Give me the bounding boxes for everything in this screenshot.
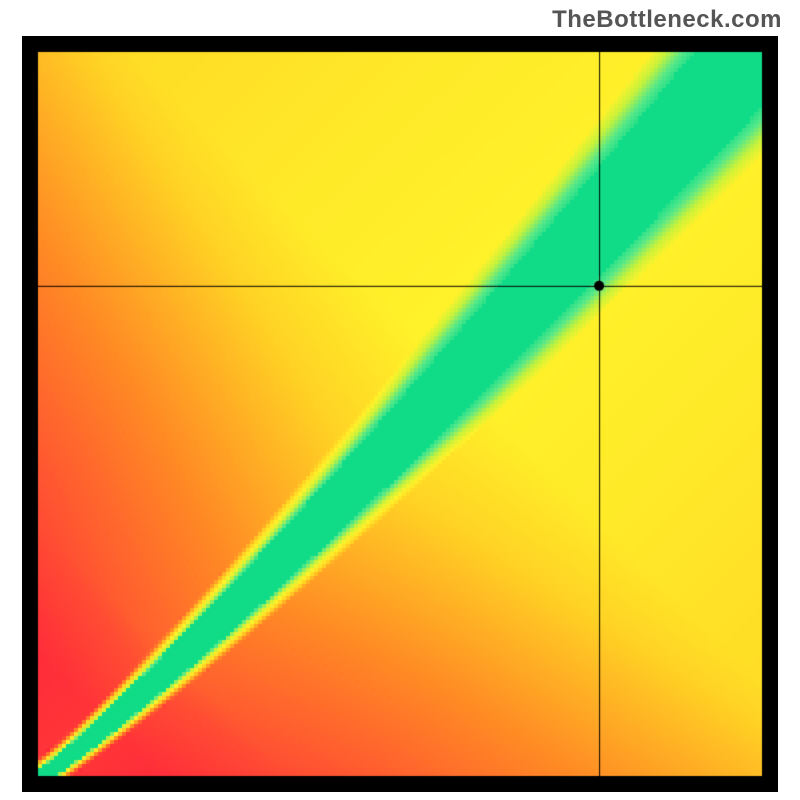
bottleneck-heatmap bbox=[22, 36, 778, 792]
heatmap-frame bbox=[22, 36, 778, 792]
watermark-text: TheBottleneck.com bbox=[552, 6, 782, 34]
